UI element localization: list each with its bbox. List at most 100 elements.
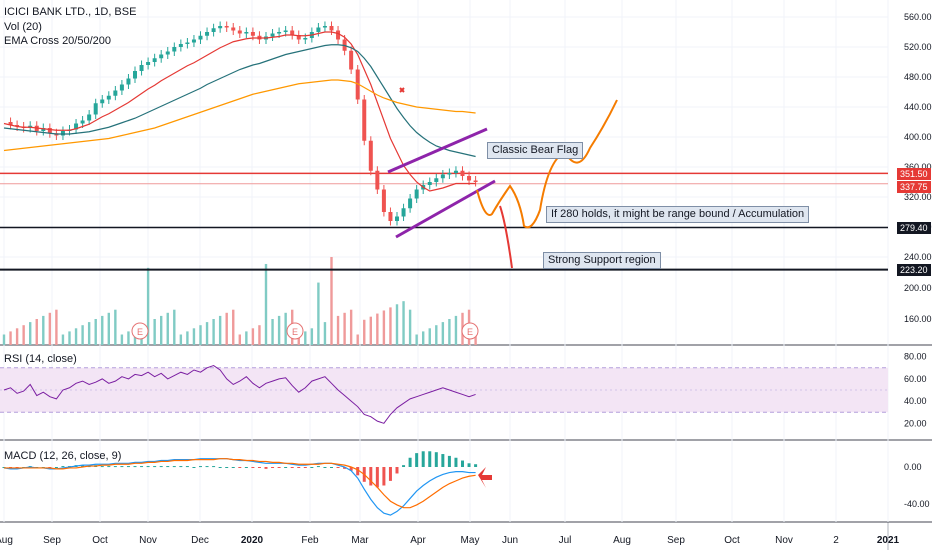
volume-bar xyxy=(146,267,150,345)
volume-bar xyxy=(382,310,386,345)
macd-histogram-bar xyxy=(290,467,294,468)
time-tick-label: Aug xyxy=(0,535,13,546)
candle-body xyxy=(80,120,85,124)
candle-body xyxy=(87,114,92,121)
symbol-title[interactable]: ICICI BANK LTD., 1D, BSE xyxy=(4,6,137,18)
macd-histogram-bar xyxy=(467,463,471,467)
time-tick-label: Oct xyxy=(92,535,108,546)
price-tag-279: 279.40 xyxy=(897,222,931,234)
macd-histogram-bar xyxy=(388,467,392,481)
price-tag-351: 351.50 xyxy=(897,168,931,180)
candle-body xyxy=(191,39,196,43)
volume-bar xyxy=(363,319,366,345)
price-tick-label: 560.00 xyxy=(904,12,932,22)
candle-body xyxy=(362,99,367,141)
candle-body xyxy=(434,178,439,182)
macd-histogram-bar xyxy=(192,467,196,468)
candle-body xyxy=(414,189,419,199)
volume-bar xyxy=(454,315,458,345)
volume-bar xyxy=(330,257,333,345)
time-tick-label: Jul xyxy=(559,535,572,546)
candle-body xyxy=(60,131,65,136)
volume-bar xyxy=(114,309,117,345)
volume-indicator-label[interactable]: Vol (20) xyxy=(4,21,42,33)
candle-body xyxy=(218,26,223,29)
flag-upper-line xyxy=(387,127,488,174)
macd-histogram-bar xyxy=(212,466,216,468)
macd-indicator-label[interactable]: MACD (12, 26, close, 9) xyxy=(4,450,122,462)
horizontal-levels xyxy=(0,172,888,271)
macd-histogram-bar xyxy=(402,465,406,467)
candle-body xyxy=(296,35,301,40)
price-tag-337: 337.75 xyxy=(897,181,931,193)
time-tick-label: Sep xyxy=(43,535,61,546)
ema-indicator-label[interactable]: EMA Cross 20/50/200 xyxy=(4,35,112,47)
ema-line-1 xyxy=(3,31,476,192)
macd-histogram-bar xyxy=(356,467,360,476)
candle-body xyxy=(283,30,288,32)
volume-bar xyxy=(277,315,281,345)
candle-body xyxy=(453,170,458,173)
annotation-range-bound[interactable]: If 280 holds, it might be range bound / … xyxy=(546,206,810,223)
macd-tick-label: 0.00 xyxy=(904,462,922,472)
time-tick-label: Apr xyxy=(410,535,426,546)
time-tick-label: 2021 xyxy=(877,535,900,546)
candle-body xyxy=(303,38,308,40)
volume-bar xyxy=(87,322,91,345)
rsi-tick-label: 80.00 xyxy=(904,352,927,362)
rsi-tick-label: 60.00 xyxy=(904,374,927,384)
volume-bar xyxy=(192,328,196,345)
candle-body xyxy=(322,26,327,28)
volume-bar xyxy=(323,322,327,345)
flag-lower-line xyxy=(395,179,496,239)
candle-body xyxy=(93,103,98,115)
candle-body xyxy=(408,198,413,209)
volume-bar xyxy=(2,334,6,345)
macd-histogram-bar xyxy=(153,466,157,468)
macd-histogram-bar xyxy=(205,466,209,468)
macd-histogram-bar xyxy=(395,467,399,474)
macd-histogram-bar xyxy=(172,466,176,468)
macd-group xyxy=(2,451,492,516)
volume-bar xyxy=(153,319,156,345)
volume-bar xyxy=(120,334,124,345)
projection-bullish-path xyxy=(476,99,618,229)
candle-body xyxy=(277,32,282,34)
volume-bar xyxy=(107,312,110,345)
macd-histogram-bar xyxy=(428,451,432,467)
rsi-line xyxy=(3,365,476,424)
macd-histogram-bar xyxy=(251,467,255,468)
volume-bar xyxy=(369,316,372,345)
candle-body xyxy=(473,180,478,182)
macd-histogram-bar xyxy=(244,467,248,468)
volume-bar xyxy=(186,331,189,345)
rsi-indicator-label[interactable]: RSI (14, close) xyxy=(4,353,77,365)
projection-bearish-path xyxy=(499,205,513,269)
macd-histogram-bar xyxy=(421,451,425,467)
macd-histogram-bar xyxy=(369,467,373,486)
macd-histogram-bar xyxy=(225,467,229,468)
rsi-band xyxy=(0,367,888,413)
macd-histogram-bar xyxy=(120,466,124,468)
macd-histogram-bar xyxy=(382,467,386,486)
macd-line xyxy=(3,458,476,516)
candle-body xyxy=(467,176,472,181)
candle-body xyxy=(388,212,393,221)
candle-body xyxy=(349,50,354,70)
macd-histogram-bar xyxy=(343,467,347,469)
price-lines xyxy=(3,21,478,424)
ema-line-2 xyxy=(3,44,476,158)
time-tick-label: Oct xyxy=(724,535,740,546)
candle-body xyxy=(165,51,170,55)
candle-body xyxy=(427,182,432,185)
time-tick-label: Nov xyxy=(775,535,793,546)
time-tick-label: 2 xyxy=(833,535,839,546)
volume-bar xyxy=(68,331,71,345)
annotation-support[interactable]: Strong Support region xyxy=(543,252,661,269)
candle-body xyxy=(205,32,210,36)
annotation-bear-flag[interactable]: Classic Bear Flag xyxy=(487,142,584,159)
macd-histogram-bar xyxy=(284,467,288,468)
